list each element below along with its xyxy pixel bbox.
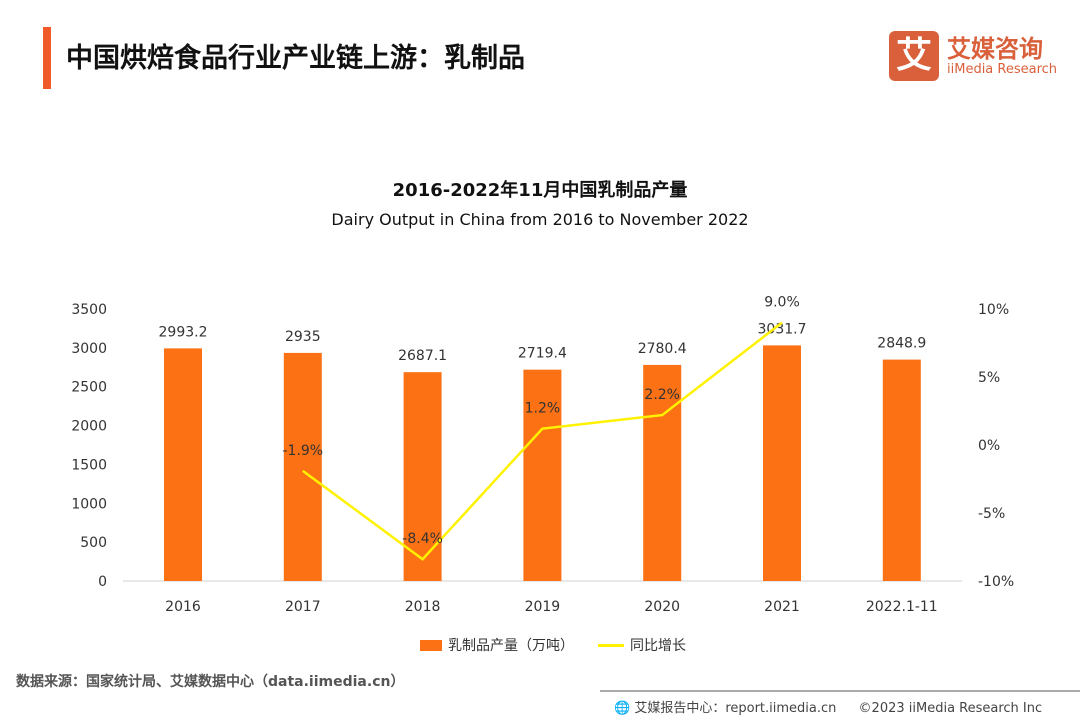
y-right-tick: -10% (978, 574, 1014, 590)
y-right-tick: 5% (978, 370, 1000, 386)
bar (882, 359, 921, 581)
x-tick: 2018 (405, 599, 441, 615)
logo-cn: 艾媒咨询 (947, 34, 1043, 63)
y-left-tick: 0 (98, 574, 107, 590)
y-left-tick: 500 (80, 535, 107, 551)
bar-label: 2993.2 (159, 324, 208, 340)
y-left-tick: 1000 (71, 496, 107, 512)
y-left-tick: 3000 (71, 341, 107, 357)
legend-line-label: 同比增长 (630, 638, 686, 654)
bar (283, 352, 322, 581)
source-note: 数据来源：国家统计局、艾媒数据中心（data.iimedia.cn） (16, 674, 405, 690)
line-label: 1.2% (525, 401, 561, 417)
line-label: 2.2% (644, 387, 680, 403)
line-label: -1.9% (282, 443, 323, 459)
line-label: 9.0% (764, 295, 800, 311)
bar-label: 2935 (285, 329, 321, 345)
logo: 艾 艾媒咨询 iiMedia Research (889, 31, 1057, 81)
bar-label: 2687.1 (398, 348, 447, 364)
chart-subtitle: Dairy Output in China from 2016 to Novem… (331, 210, 749, 229)
y-left-tick: 2000 (71, 419, 107, 435)
x-tick: 2020 (644, 599, 680, 615)
y-left-tick: 2500 (71, 380, 107, 396)
footer-report[interactable]: 艾媒报告中心：report.iimedia.cn (634, 701, 837, 716)
logo-mark: 艾 (889, 31, 939, 81)
title-accent-bar (43, 27, 51, 89)
chart-title: 2016-2022年11月中国乳制品产量 (392, 180, 688, 201)
x-tick: 2017 (285, 599, 321, 615)
bar-label: 2719.4 (518, 346, 567, 362)
bar (164, 348, 202, 581)
bar (763, 345, 801, 581)
legend: 乳制品产量（万吨） 同比增长 (420, 635, 686, 655)
x-tick: 2021 (764, 599, 800, 615)
page-title: 中国烘焙食品行业产业链上游：乳制品 (66, 43, 525, 74)
bar-label: 2780.4 (638, 341, 687, 357)
globe-icon: 🌐 (614, 701, 631, 716)
x-tick: 2022.1-11 (866, 599, 938, 615)
bar (643, 364, 682, 581)
y-right-tick: -5% (978, 506, 1005, 522)
legend-bar-label: 乳制品产量（万吨） (448, 638, 574, 654)
bar (523, 369, 562, 581)
legend-bar-swatch (420, 639, 442, 651)
y-left-tick: 3500 (71, 302, 107, 318)
line-label: -8.4% (402, 531, 443, 547)
growth-line (302, 321, 783, 561)
footer: 🌐 艾媒报告中心：report.iimedia.cn ©2023 iiMedia… (614, 697, 1042, 716)
logo-en: iiMedia Research (947, 61, 1058, 77)
y-right-tick: 0% (978, 438, 1000, 454)
x-tick: 2016 (165, 599, 201, 615)
bar-label: 2848.9 (877, 336, 926, 352)
footer-divider (600, 690, 1080, 692)
y-right-tick: 10% (978, 302, 1009, 318)
legend-line-swatch (598, 643, 624, 647)
y-left-tick: 1500 (71, 457, 107, 473)
x-tick: 2019 (525, 599, 561, 615)
footer-copyright: ©2023 iiMedia Research Inc (858, 701, 1043, 716)
